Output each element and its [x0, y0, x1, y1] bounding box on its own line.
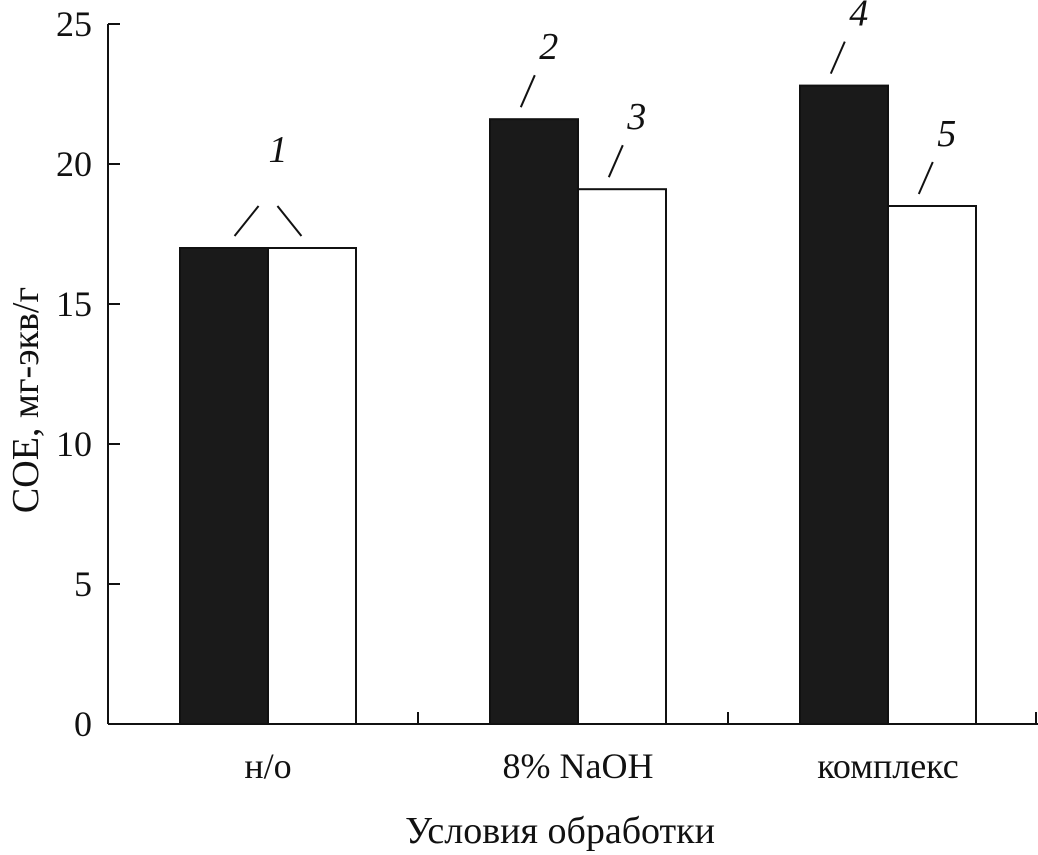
- y-tick-label: 0: [74, 704, 92, 744]
- white-bar: [267, 247, 357, 725]
- x-axis-title: Условия обработки: [405, 810, 715, 852]
- x-tick-label: комплекс: [817, 746, 959, 786]
- bar-labels: 1 2 3 4 5: [233, 0, 956, 237]
- bar-leader-line: [233, 205, 260, 237]
- bars: [179, 84, 977, 726]
- black-bar: [179, 247, 269, 725]
- bar-leader-line: [607, 144, 624, 178]
- white-bar: [577, 188, 667, 725]
- bar-number-label: 2: [539, 26, 558, 68]
- x-tick-label: 8% NaOH: [503, 746, 654, 786]
- black-bar: [799, 84, 889, 726]
- y-axis-title: СОЕ, мг-экв/г: [5, 287, 47, 513]
- y-tick-label: 20: [56, 144, 92, 184]
- bar-number-label: 5: [937, 113, 956, 155]
- y-tick-label: 10: [56, 424, 92, 464]
- bar-leader-line: [829, 41, 846, 75]
- y-tick-label: 25: [56, 4, 92, 44]
- bar-number-label: 3: [626, 96, 646, 138]
- bar-leader-line: [917, 161, 934, 195]
- white-bar: [887, 205, 977, 725]
- y-tick-label: 5: [74, 564, 92, 604]
- x-tick-label: н/о: [244, 746, 291, 786]
- y-axis-ticks: 0 5 10 15 20 25: [56, 4, 120, 744]
- x-axis-ticks: н/о 8% NaOH комплекс: [244, 712, 1037, 786]
- bar-number-label: 4: [849, 0, 868, 35]
- bar-leader-line: [276, 205, 303, 237]
- bar-leader-line: [519, 74, 536, 108]
- y-tick-label: 15: [56, 284, 92, 324]
- bar-number-label: 1: [269, 129, 288, 171]
- black-bar: [489, 118, 579, 725]
